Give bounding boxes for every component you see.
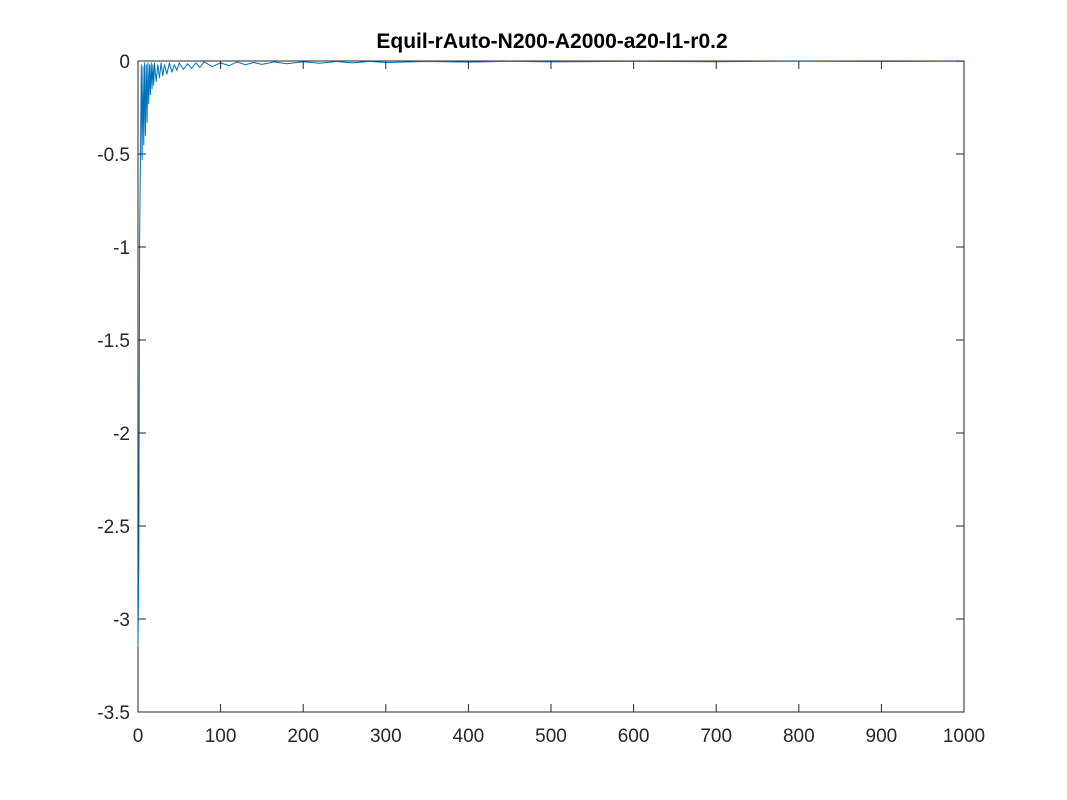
y-tick-label: -3.5 [97, 703, 130, 724]
series-layer [137, 60, 965, 647]
y-tick-label: 0 [119, 52, 130, 73]
x-tick-label: 800 [783, 726, 815, 747]
series-line [137, 60, 965, 647]
y-tick-label: -3 [113, 610, 130, 631]
x-tick-label: 400 [453, 726, 485, 747]
y-tick-label: -2 [113, 424, 130, 445]
x-tick-label: 1000 [943, 726, 985, 747]
x-tick-label: 100 [205, 726, 237, 747]
x-tick-label: 900 [866, 726, 898, 747]
x-tick-label: 300 [370, 726, 402, 747]
plot-area: 0 100 200 300 400 500 600 700 800 900 1000 0 -0.5 -1… [97, 52, 985, 747]
x-axis-ticks: 0 100 200 300 400 500 600 700 800 900 1000 [133, 61, 985, 747]
y-tick-label: -2.5 [97, 517, 130, 538]
x-tick-label: 0 [133, 726, 144, 747]
x-tick-label: 200 [287, 726, 319, 747]
x-tick-label: 700 [700, 726, 732, 747]
y-tick-label: -1.5 [97, 331, 130, 352]
axes-box [137, 60, 965, 713]
x-tick-label: 500 [535, 726, 567, 747]
y-tick-label: -1 [113, 238, 130, 259]
chart-title: Equil-rAuto-N200-A2000-a20-l1-r0.2 [376, 30, 727, 53]
y-axis-ticks: 0 -0.5 -1 -1.5 -2 -2.5 -3 -3.5 [97, 52, 964, 724]
y-tick-label: -0.5 [97, 145, 130, 166]
x-tick-label: 600 [618, 726, 650, 747]
